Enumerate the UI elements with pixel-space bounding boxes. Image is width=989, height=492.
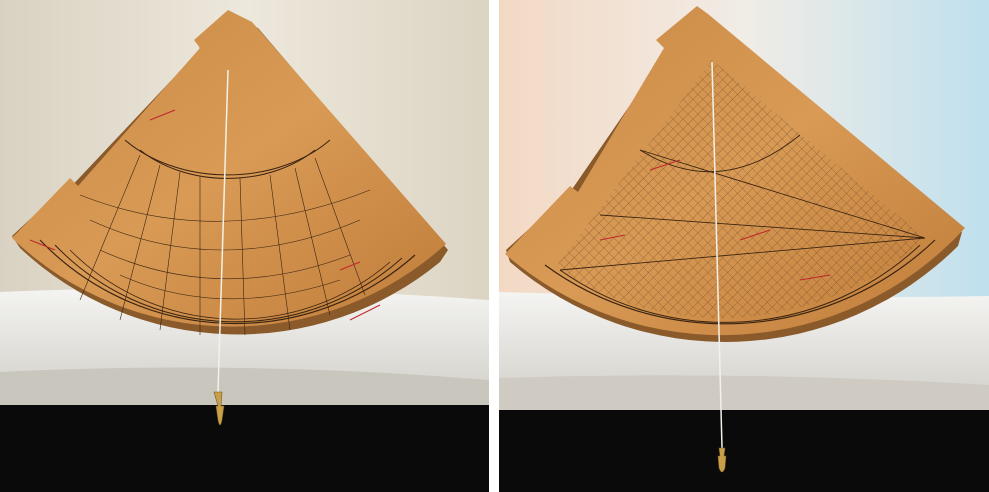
table-edge: [499, 375, 989, 415]
quadrant: [12, 10, 448, 426]
quadrant: [505, 6, 965, 473]
left-photo: [0, 0, 489, 492]
dark-floor: [0, 405, 489, 492]
table-edge: [0, 367, 489, 412]
right-photo: [499, 0, 989, 492]
dark-floor: [499, 410, 989, 492]
